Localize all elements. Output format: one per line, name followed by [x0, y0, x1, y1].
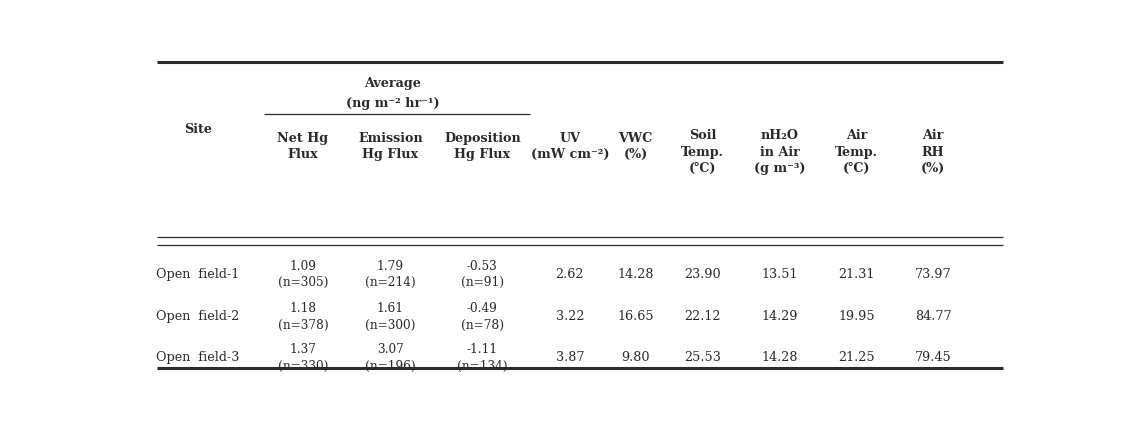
Text: -0.53
(n=91): -0.53 (n=91) [461, 260, 504, 289]
Text: 1.09
(n=305): 1.09 (n=305) [278, 260, 329, 289]
Text: -1.11
(n=134): -1.11 (n=134) [457, 343, 508, 373]
Text: 2.62: 2.62 [555, 268, 584, 281]
Text: UV
(mW cm⁻²): UV (mW cm⁻²) [531, 131, 610, 161]
Text: Open  field-2: Open field-2 [156, 310, 239, 324]
Text: 25.53: 25.53 [684, 351, 721, 364]
Text: -0.49
(n=78): -0.49 (n=78) [461, 302, 504, 332]
Text: nH₂O
in Air
(g m⁻³): nH₂O in Air (g m⁻³) [754, 129, 806, 175]
Text: 13.51: 13.51 [762, 268, 798, 281]
Text: 1.79
(n=214): 1.79 (n=214) [365, 260, 415, 289]
Text: 1.61
(n=300): 1.61 (n=300) [366, 302, 415, 332]
Text: Air
RH
(%): Air RH (%) [921, 129, 945, 175]
Text: Average: Average [365, 77, 421, 90]
Text: Emission
Hg Flux: Emission Hg Flux [358, 131, 423, 161]
Text: 79.45: 79.45 [914, 351, 952, 364]
Text: Open  field-1: Open field-1 [157, 268, 239, 281]
Text: 1.18
(n=378): 1.18 (n=378) [278, 302, 329, 332]
Text: Soil
Temp.
(℃): Soil Temp. (℃) [682, 129, 725, 175]
Text: (ng m⁻² hr⁻¹): (ng m⁻² hr⁻¹) [345, 97, 439, 110]
Text: Deposition
Hg Flux: Deposition Hg Flux [444, 131, 520, 161]
Text: 3.22: 3.22 [555, 310, 584, 324]
Text: Site: Site [184, 123, 212, 136]
Text: 21.31: 21.31 [839, 268, 875, 281]
Text: 14.29: 14.29 [762, 310, 798, 324]
Text: 22.12: 22.12 [684, 310, 721, 324]
Text: 23.90: 23.90 [684, 268, 721, 281]
Text: 3.07
(n=196): 3.07 (n=196) [365, 343, 415, 373]
Text: 21.25: 21.25 [839, 351, 875, 364]
Text: 19.95: 19.95 [839, 310, 875, 324]
Text: 14.28: 14.28 [618, 268, 654, 281]
Text: VWC
(%): VWC (%) [619, 131, 653, 161]
Text: 73.97: 73.97 [914, 268, 952, 281]
Text: 84.77: 84.77 [914, 310, 952, 324]
Text: Net Hg
Flux: Net Hg Flux [278, 131, 329, 161]
Text: 16.65: 16.65 [618, 310, 654, 324]
Text: 3.87: 3.87 [555, 351, 584, 364]
Text: Open  field-3: Open field-3 [156, 351, 239, 364]
Text: 1.37
(n=330): 1.37 (n=330) [278, 343, 329, 373]
Text: Air
Temp.
(℃): Air Temp. (℃) [835, 129, 878, 175]
Text: 14.28: 14.28 [762, 351, 798, 364]
Text: 9.80: 9.80 [621, 351, 649, 364]
